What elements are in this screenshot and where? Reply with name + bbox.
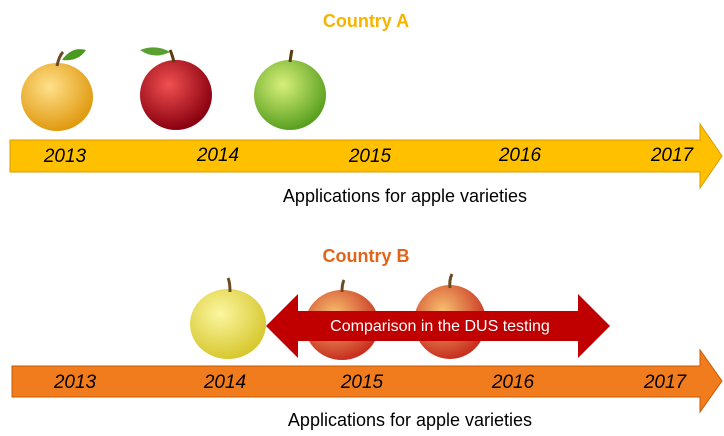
year: 2015: [340, 372, 384, 393]
year: 2017: [643, 372, 688, 393]
year: 2016: [498, 145, 542, 166]
year: 2014: [203, 372, 246, 393]
apple: [140, 47, 212, 130]
year: 2013: [43, 146, 87, 167]
apple: [21, 49, 93, 131]
panel-title: Country B: [323, 246, 410, 266]
year: 2017: [650, 145, 695, 166]
year: 2016: [491, 372, 535, 393]
apple: [254, 50, 326, 130]
caption: Applications for apple varieties: [288, 410, 532, 430]
apple: [190, 278, 266, 359]
caption: Applications for apple varieties: [283, 186, 527, 206]
comparison-label: Comparison in the DUS testing: [330, 318, 550, 335]
year: 2013: [53, 372, 97, 393]
year: 2014: [196, 145, 239, 166]
diagram: Country A 2013 2014 2015 2016 2017 Appli…: [0, 0, 724, 436]
year: 2015: [348, 146, 392, 167]
panel-title: Country A: [323, 11, 409, 31]
